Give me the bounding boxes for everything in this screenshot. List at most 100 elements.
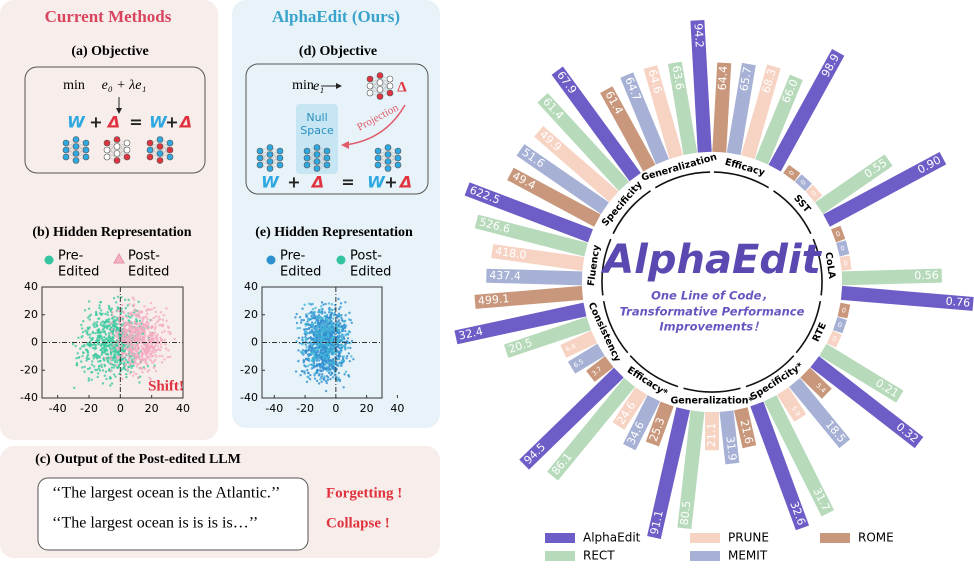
scatter-cloud	[98, 306, 101, 310]
scatter-cloud	[305, 380, 309, 384]
scatter-cloud	[117, 353, 121, 356]
scatter-cloud	[124, 334, 128, 338]
scatter-cloud	[339, 305, 342, 309]
scatter-cloud	[156, 345, 160, 348]
scatter-cloud	[304, 324, 308, 327]
scatter-cloud	[312, 362, 316, 365]
scatter-cloud	[135, 323, 139, 326]
scatter-cloud	[316, 368, 319, 372]
section-title: (e) Hidden Representation	[255, 225, 413, 240]
scatter-cloud	[136, 350, 139, 353]
scatter-cloud	[347, 374, 350, 377]
radial-bar	[677, 410, 705, 530]
scatter-cloud	[333, 374, 336, 377]
equation-token: Δ	[106, 113, 120, 132]
scatter-cloud	[114, 375, 117, 378]
scatter-cloud	[163, 338, 167, 342]
scatter-cloud	[297, 359, 300, 363]
scatter-cloud	[124, 337, 127, 341]
scatter-cloud	[295, 312, 298, 316]
scatter-cloud	[101, 369, 105, 372]
scatter-cloud	[166, 355, 170, 359]
scatter-cloud	[341, 333, 345, 336]
net-node	[374, 147, 382, 155]
scatter-cloud	[320, 335, 323, 338]
radial-bar	[726, 62, 756, 155]
scatter-cloud	[109, 384, 112, 387]
scatter-cloud	[313, 342, 316, 346]
scatter-cloud	[304, 337, 308, 340]
scatter-cloud	[116, 330, 120, 334]
scatter-cloud	[163, 358, 166, 361]
scatter-cloud	[154, 325, 157, 329]
category-label: Fluency	[586, 243, 603, 286]
scatter-cloud	[149, 301, 153, 305]
scatter-cloud	[324, 379, 328, 383]
net-edge	[369, 75, 381, 94]
scatter-cloud	[161, 331, 164, 334]
scatter-cloud	[297, 336, 301, 340]
group-arc	[773, 190, 812, 235]
scatter-cloud	[101, 328, 104, 331]
scatter-cloud	[319, 353, 322, 357]
scatter-cloud	[115, 364, 119, 367]
scatter-cloud	[154, 353, 157, 357]
y-tick-label: 40	[24, 280, 38, 293]
net-node	[384, 151, 392, 158]
scatter-cloud	[107, 332, 111, 335]
scatter-cloud	[100, 337, 104, 340]
scatter-cloud	[330, 337, 334, 340]
scatter-cloud	[133, 322, 136, 326]
equation-token: =	[129, 113, 142, 132]
scatter-cloud	[305, 315, 308, 318]
delta: Δ	[397, 79, 407, 95]
scatter-cloud	[311, 359, 314, 362]
legend-label: PRUNE	[728, 531, 769, 545]
scatter-cloud	[146, 312, 149, 315]
scatter-cloud	[132, 298, 136, 301]
scatter-cloud	[98, 355, 101, 358]
net-node	[123, 153, 131, 161]
scatter-cloud	[128, 312, 131, 315]
center-subtitle: Transformative Performance	[620, 305, 805, 319]
scatter-cloud	[100, 350, 104, 353]
net-edge	[106, 139, 118, 158]
scatter-cloud	[127, 298, 130, 302]
scatter-cloud	[302, 318, 306, 322]
scatter-cloud	[127, 337, 130, 340]
scatter-cloud	[113, 328, 117, 332]
scatter-cloud	[134, 309, 137, 313]
scatter-cloud	[85, 356, 88, 360]
net-node	[113, 136, 121, 143]
scatter-cloud	[320, 361, 324, 365]
scatter-cloud	[163, 330, 166, 333]
scatter-cloud	[114, 301, 118, 304]
net-node	[156, 157, 164, 164]
scatter-cloud	[121, 367, 124, 370]
net-node	[276, 161, 284, 169]
scatter-cloud	[103, 364, 107, 368]
panel-header: AlphaEdit (Ours)	[272, 7, 400, 26]
scatter-cloud	[336, 364, 340, 368]
scatter-cloud	[139, 375, 142, 378]
scatter-cloud	[85, 332, 89, 335]
scatter-cloud	[116, 295, 120, 298]
scatter-cloud	[331, 328, 335, 332]
net-node	[72, 136, 80, 143]
scatter-cloud	[159, 339, 162, 343]
scatter-cloud	[303, 330, 307, 333]
scatter-cloud	[147, 308, 151, 311]
equation-token: +	[165, 113, 178, 132]
scatter-cloud	[167, 330, 170, 333]
scatter-cloud	[347, 318, 351, 321]
scatter-cloud	[113, 315, 116, 319]
scatter-cloud	[137, 330, 140, 333]
scatter-cloud	[105, 377, 108, 381]
scatter-cloud	[108, 322, 112, 325]
scatter-cloud	[310, 310, 313, 314]
scatter-cloud	[173, 337, 176, 341]
scatter-cloud	[342, 320, 346, 323]
y-tick-label: -20	[20, 363, 38, 376]
x-tick-label: 40	[390, 402, 404, 415]
radial-bar	[755, 74, 803, 165]
